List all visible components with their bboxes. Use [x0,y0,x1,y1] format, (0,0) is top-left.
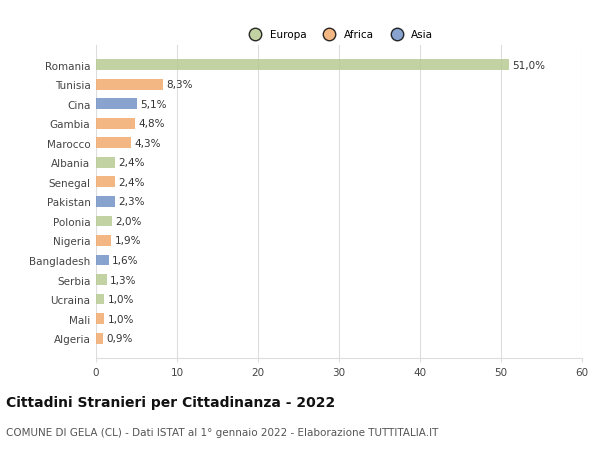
Bar [96,99,137,110]
Bar [96,118,135,129]
Text: 4,3%: 4,3% [134,139,161,148]
Text: 1,6%: 1,6% [112,256,139,265]
Bar [96,157,115,168]
Bar [96,177,115,188]
Bar [96,60,509,71]
Text: COMUNE DI GELA (CL) - Dati ISTAT al 1° gennaio 2022 - Elaborazione TUTTITALIA.IT: COMUNE DI GELA (CL) - Dati ISTAT al 1° g… [6,427,439,437]
Bar [96,216,112,227]
Bar [96,274,107,285]
Text: Cittadini Stranieri per Cittadinanza - 2022: Cittadini Stranieri per Cittadinanza - 2… [6,395,335,409]
Text: 5,1%: 5,1% [140,100,167,109]
Bar [96,294,104,305]
Text: 51,0%: 51,0% [512,61,545,70]
Legend: Europa, Africa, Asia: Europa, Africa, Asia [241,26,437,45]
Text: 2,3%: 2,3% [118,197,145,207]
Bar [96,255,109,266]
Bar [96,79,163,90]
Bar [96,196,115,207]
Bar [96,138,131,149]
Text: 2,4%: 2,4% [119,158,145,168]
Text: 1,0%: 1,0% [107,295,134,304]
Text: 8,3%: 8,3% [166,80,193,90]
Bar [96,313,104,325]
Text: 2,4%: 2,4% [119,178,145,187]
Text: 4,8%: 4,8% [138,119,164,129]
Text: 1,9%: 1,9% [115,236,141,246]
Text: 1,3%: 1,3% [110,275,136,285]
Text: 0,9%: 0,9% [107,334,133,343]
Bar [96,235,112,246]
Bar [96,333,103,344]
Text: 2,0%: 2,0% [115,217,142,226]
Text: 1,0%: 1,0% [107,314,134,324]
